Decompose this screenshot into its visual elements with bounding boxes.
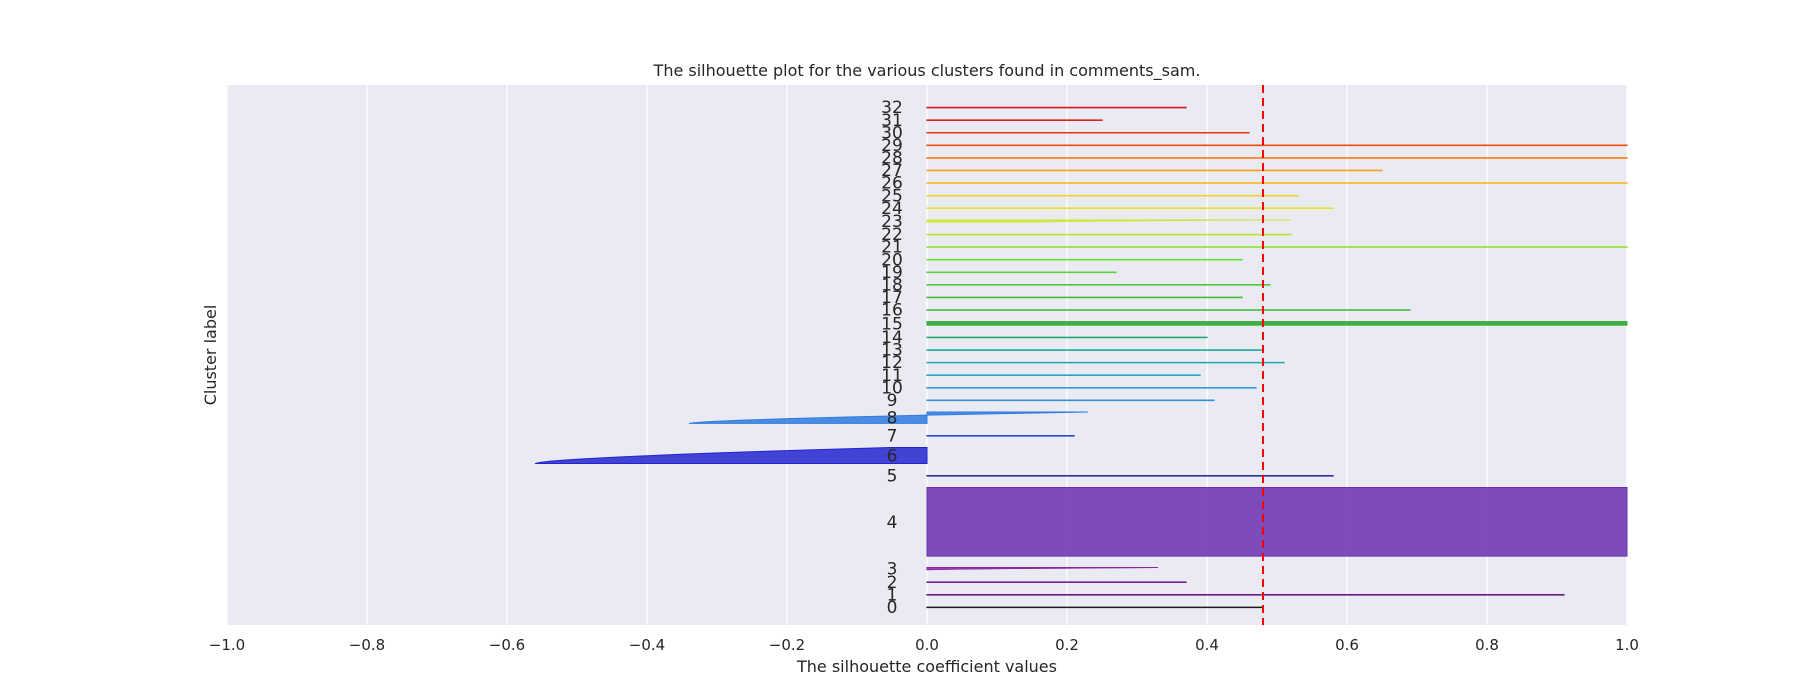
cluster-label: 1 bbox=[887, 585, 898, 605]
cluster-silhouette bbox=[926, 486, 1628, 557]
cluster-label: 17 bbox=[881, 288, 903, 308]
cluster-label: 3 bbox=[887, 560, 898, 580]
cluster-label: 6 bbox=[887, 446, 898, 466]
cluster-label: 23 bbox=[881, 212, 903, 232]
cluster-label: 28 bbox=[881, 149, 903, 169]
cluster-label: 25 bbox=[881, 186, 903, 206]
cluster-label: 31 bbox=[881, 111, 903, 131]
cluster-label: 27 bbox=[881, 161, 903, 181]
cluster-label: 16 bbox=[881, 301, 903, 321]
cluster-label: 18 bbox=[881, 275, 903, 295]
cluster-label: 15 bbox=[881, 314, 903, 334]
x-tick-label: 0.2 bbox=[1055, 636, 1079, 654]
cluster-silhouette bbox=[534, 446, 928, 464]
cluster-label: 5 bbox=[887, 466, 898, 486]
x-axis-label: The silhouette coefficient values bbox=[796, 657, 1057, 676]
cluster-silhouette bbox=[688, 411, 1089, 424]
x-tick-label: 0.8 bbox=[1475, 636, 1499, 654]
x-tick-labels: −1.0 −0.8 −0.6 −0.4 −0.2 0.0 0.2 0.4 0.6 0.8 1.0 bbox=[209, 636, 1639, 654]
x-tick-label: −0.6 bbox=[489, 636, 525, 654]
cluster-silhouette bbox=[926, 567, 1159, 571]
x-tick-label: −0.2 bbox=[769, 636, 805, 654]
cluster-label: 9 bbox=[887, 391, 898, 411]
chart-title: The silhouette plot for the various clus… bbox=[653, 61, 1201, 81]
cluster-silhouette bbox=[926, 321, 1628, 326]
cluster-label: 11 bbox=[881, 366, 903, 386]
cluster-label: 10 bbox=[881, 378, 903, 398]
cluster-label: 30 bbox=[881, 123, 903, 143]
cluster-silhouette bbox=[926, 219, 1292, 223]
cluster-labels: 0123456789101112131415161718192021222324… bbox=[881, 98, 903, 618]
cluster-label: 12 bbox=[881, 353, 903, 373]
cluster-silhouettes bbox=[534, 106, 1628, 609]
cluster-label: 2 bbox=[887, 573, 898, 593]
x-tick-label: 0.6 bbox=[1335, 636, 1359, 654]
cluster-label: 8 bbox=[887, 409, 898, 429]
cluster-label: 20 bbox=[881, 250, 903, 270]
cluster-label: 21 bbox=[881, 238, 903, 258]
cluster-label: 29 bbox=[881, 136, 903, 156]
x-tick-label: 0.4 bbox=[1195, 636, 1219, 654]
cluster-label: 7 bbox=[887, 426, 898, 446]
cluster-label: 26 bbox=[881, 174, 903, 194]
cluster-label: 22 bbox=[881, 225, 903, 245]
x-tick-label: −0.4 bbox=[629, 636, 665, 654]
cluster-label: 13 bbox=[881, 341, 903, 361]
x-tick-label: 0.0 bbox=[915, 636, 939, 654]
cluster-label: 32 bbox=[881, 98, 903, 118]
cluster-label: 19 bbox=[881, 263, 903, 283]
cluster-label: 4 bbox=[887, 513, 898, 533]
x-tick-label: −0.8 bbox=[349, 636, 385, 654]
x-tick-label: 1.0 bbox=[1615, 636, 1639, 654]
cluster-label: 24 bbox=[881, 199, 903, 219]
cluster-label: 14 bbox=[881, 328, 903, 348]
y-axis-label: Cluster label bbox=[201, 305, 220, 406]
cluster-label: 0 bbox=[887, 598, 898, 618]
x-tick-label: −1.0 bbox=[209, 636, 245, 654]
